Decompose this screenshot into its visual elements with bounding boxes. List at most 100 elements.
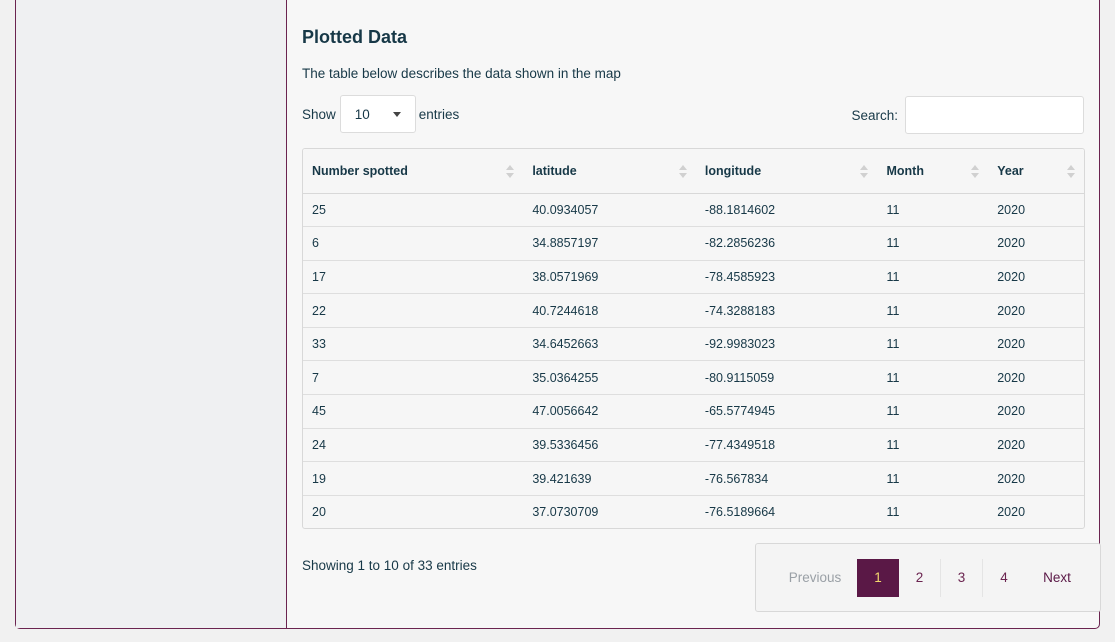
table-cell: 20 [312,505,326,520]
page-button[interactable]: 2 [899,558,941,597]
length-prefix-label: Show [302,106,336,122]
table-cell: 2020 [988,193,1084,228]
table-cell: 2020 [988,327,1084,362]
column-header[interactable]: Month [877,149,989,194]
column-header-label: Number spotted [312,163,408,178]
table-cell: 2020 [988,428,1084,463]
entries-length-value: 10 [354,106,370,122]
section-title: Plotted Data [302,27,408,47]
table-cell: 2020 [997,505,1026,520]
table-cell: -77.4349518 [695,428,878,463]
search-input[interactable] [905,96,1084,134]
table-cell: -65.5774945 [695,394,878,429]
chevron-down-icon [392,112,401,117]
table-cell: 39.5336456 [523,428,696,463]
search-control: Search: [851,96,1084,134]
column-header-label: Year [997,163,1024,178]
table-row: 17 38.0571969 -78.4585923 11 2020 [303,260,1084,295]
previous-page-button[interactable]: Previous [788,570,842,585]
column-header-label: longitude [704,163,762,178]
table-cell: -82.2856236 [695,226,878,261]
page-button[interactable]: 3 [941,558,983,597]
table-cell: 11 [877,327,989,362]
table-row: 24 39.5336456 -77.4349518 11 2020 [303,428,1084,463]
sort-icon [506,165,515,179]
column-header-label: Month [886,163,924,178]
table-cell: 24 [303,428,524,463]
table-cell: 2020 [988,461,1084,496]
table-cell: 25 [303,193,524,228]
length-suffix-label: entries [418,106,460,122]
table-cell: 6 [303,226,524,261]
next-page-button[interactable]: Next [1043,570,1071,585]
table-info: Showing 1 to 10 of 33 entries [302,558,477,573]
page-button[interactable]: 4 [1000,570,1008,585]
table-cell: -78.4585923 [695,260,878,295]
table-row: 7 35.0364255 -80.9115059 11 2020 [303,360,1084,396]
table-cell: 22 [303,293,524,328]
table-row: 6 34.8857197 -82.2856236 11 2020 [303,226,1084,261]
entries-length-control: Show 10 entries [302,95,459,133]
column-header[interactable]: Number spotted [303,149,524,194]
table-cell: 2020 [988,360,1084,396]
table-cell: 38.0571969 [523,260,696,295]
table-row: 19 39.421639 -76.567834 11 2020 [303,461,1084,496]
table-row: 45 47.0056642 -65.5774945 11 2020 [303,394,1084,429]
sort-icon [860,165,869,179]
table-cell: 11 [877,428,989,463]
table-cell: -76.567834 [695,461,878,496]
table-row: 20 37.0730709 -76.5189664 11 2020 [303,495,1084,528]
table-cell: 40.7244618 [523,293,696,328]
table-cell: 7 [303,360,524,396]
table-cell: 40.0934057 [523,193,696,228]
table-body: 25 40.0934057 -88.1814602 11 2020 6 34.8857197… [303,193,1084,528]
page-button[interactable]: 1 [857,558,899,597]
column-header[interactable]: Year [988,149,1084,194]
table-cell: 19 [303,461,524,496]
table-cell: 34.8857197 [523,226,696,261]
table-header-row: Number spotted latitude longitude Month Year [303,149,1084,194]
column-header-label: latitude [532,163,577,178]
table-cell: 2020 [988,226,1084,261]
table-cell: -80.9115059 [695,360,878,396]
table-cell: 37.0730709 [532,505,599,520]
table-cell: -92.9983023 [695,327,878,362]
sort-icon [1067,165,1075,179]
table-cell: 11 [877,193,989,228]
table-cell: 45 [303,394,524,429]
table-cell: 11 [877,293,989,328]
table-row: 25 40.0934057 -88.1814602 11 2020 [303,193,1084,228]
table-cell: 2020 [988,260,1084,295]
table-cell: -74.3288183 [695,293,878,328]
table-cell: -88.1814602 [695,193,878,228]
table-cell: 47.0056642 [523,394,696,429]
table-cell: 11 [877,226,989,261]
table-cell: 11 [877,360,989,396]
sort-icon [678,165,687,179]
data-table: Number spotted latitude longitude Month Year… [302,148,1085,529]
table-cell: 35.0364255 [523,360,696,396]
table-cell: 11 [877,394,989,429]
table-cell: -76.5189664 [704,505,776,520]
table-cell: 2020 [988,293,1084,328]
table-cell: 17 [303,260,524,295]
table-cell: 33 [303,327,524,362]
table-cell: 39.421639 [523,461,696,496]
table-row: 22 40.7244618 -74.3288183 11 2020 [303,293,1084,328]
table-cell: 11 [877,260,989,295]
search-label: Search: [851,107,898,123]
table-row: 33 34.6452663 -92.9983023 11 2020 [303,327,1084,362]
main-panel: Plotted Data The table below describes t… [301,0,1101,628]
entries-length-select[interactable]: 10 [339,95,416,133]
sidebar [16,0,287,628]
table-cell: 2020 [988,394,1084,429]
table-cell: 11 [886,505,900,520]
column-header[interactable]: longitude [695,149,878,194]
section-description: The table below describes the data shown… [302,66,621,81]
table-cell: 34.6452663 [523,327,696,362]
sort-icon [971,165,980,179]
column-header[interactable]: latitude [523,149,696,194]
content-frame: Plotted Data The table below describes t… [15,0,1101,629]
